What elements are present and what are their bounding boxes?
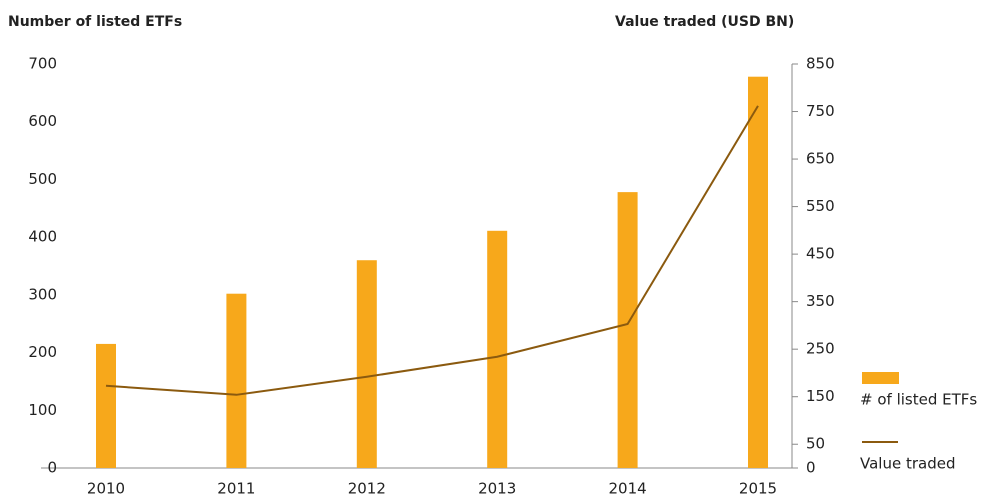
bar bbox=[617, 192, 638, 468]
y-tick-label: 600 bbox=[28, 112, 57, 130]
x-tick-label: 2010 bbox=[87, 480, 125, 498]
y-tick-label: 100 bbox=[28, 401, 57, 419]
line bbox=[105, 105, 759, 396]
y2-axis-title: Value traded (USD BN) bbox=[615, 14, 794, 30]
x-tick-label: 2011 bbox=[217, 480, 255, 498]
legend-label: Value traded bbox=[860, 455, 955, 473]
y-axis-title: Number of listed ETFs bbox=[8, 14, 182, 30]
bar bbox=[96, 343, 116, 468]
y-tick-label: 200 bbox=[28, 343, 57, 361]
y2-tick-label: 250 bbox=[806, 340, 835, 358]
bar bbox=[356, 260, 377, 468]
y2-tick-label: 650 bbox=[806, 150, 835, 168]
x-tick-label: 2013 bbox=[478, 480, 516, 498]
y-tick-label: 0 bbox=[47, 459, 57, 477]
y-tick-label: 700 bbox=[28, 55, 57, 73]
y-tick-label: 300 bbox=[28, 285, 57, 303]
y2-tick-label: 350 bbox=[806, 292, 835, 310]
legend-label: # of listed ETFs bbox=[860, 391, 977, 409]
bar bbox=[226, 293, 247, 468]
y2-tick-label: 150 bbox=[806, 387, 835, 405]
y-tick-label: 500 bbox=[28, 170, 57, 188]
y-tick-label: 400 bbox=[28, 228, 57, 246]
x-tick-label: 2012 bbox=[348, 480, 386, 498]
y2-tick-label: 50 bbox=[806, 435, 825, 453]
bar bbox=[487, 230, 508, 468]
y2-tick-label: 450 bbox=[806, 245, 835, 263]
legend-swatch bbox=[862, 372, 899, 384]
y2-tick-label: 550 bbox=[806, 197, 835, 215]
y2-tick-label: 0 bbox=[806, 459, 816, 477]
y2-tick-label: 750 bbox=[806, 102, 835, 120]
y2-tick-label: 850 bbox=[806, 55, 835, 73]
x-tick-label: 2014 bbox=[609, 480, 647, 498]
x-tick-label: 2015 bbox=[739, 480, 777, 498]
bar bbox=[748, 76, 768, 468]
